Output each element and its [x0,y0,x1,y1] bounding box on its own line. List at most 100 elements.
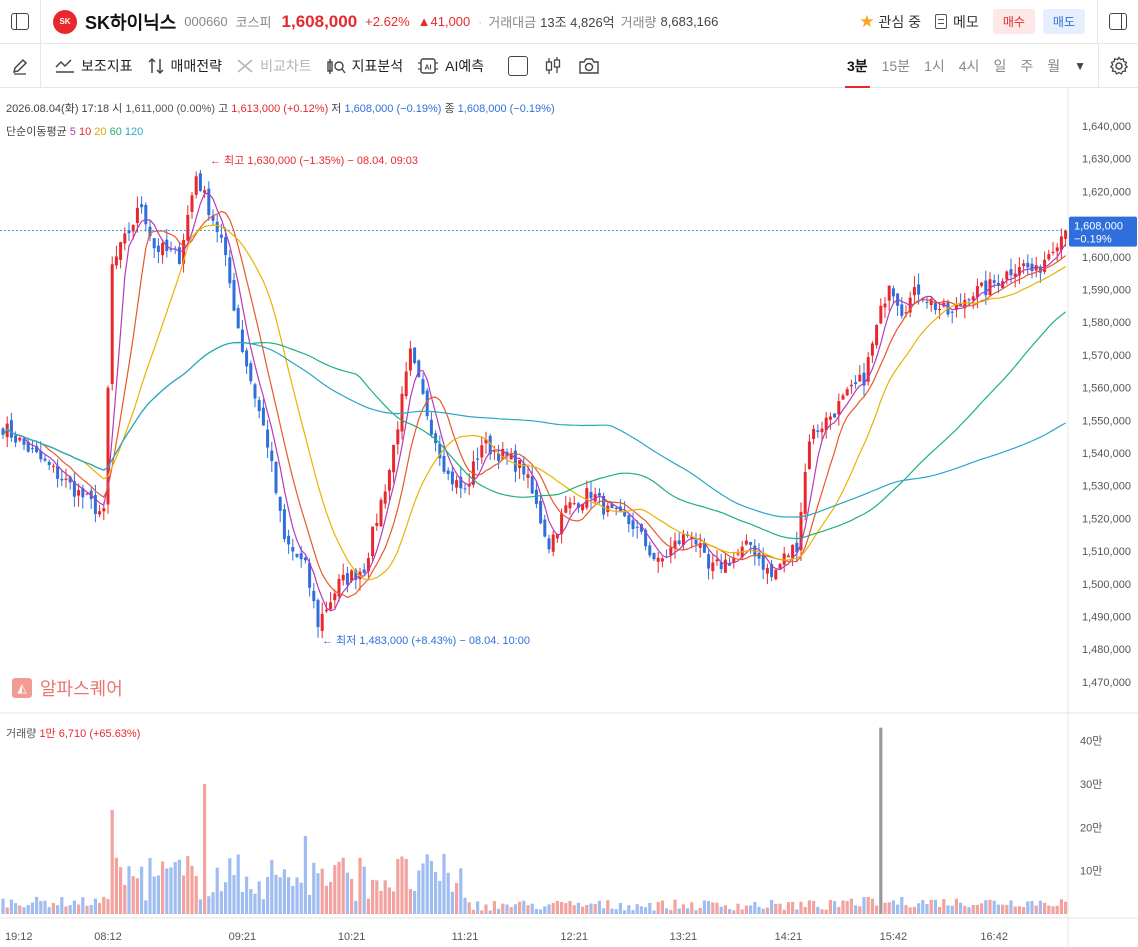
volume-bar [765,907,769,914]
settings-button[interactable] [1098,43,1138,88]
volume-bar [933,899,937,914]
timeframe-week-tab[interactable]: 주 [1020,57,1034,74]
candle-body [732,557,736,564]
candle-body [513,450,517,472]
candle-body [421,379,425,394]
volume-bar [971,904,975,914]
timeframe-month-tab[interactable]: 월 [1047,57,1061,74]
candle-body [215,221,219,233]
time-tick-label: 10:21 [338,931,366,943]
volume-bar [240,891,244,914]
volume-bar [471,909,475,914]
buy-button[interactable]: 매수 [992,9,1035,34]
volume-bar [673,899,677,914]
volume-bar [438,880,442,914]
candle-body [1030,263,1034,272]
candle-body [72,481,76,497]
candle-body [5,423,9,438]
candle-body [644,530,648,547]
chart-area[interactable]: 1,640,0001,630,0001,620,0001,610,0001,60… [0,88,1138,947]
volume-bar [992,900,996,914]
high-annotation: ← 최고 1,630,000 (−1.35%) − 08.04. 09:03 [210,155,418,167]
candle-body [291,546,295,552]
candle-body [648,545,652,556]
indicators-button[interactable]: 보조지표 [55,56,133,76]
candle-body [93,495,97,514]
volume-bar [589,903,593,914]
volume-bar [257,881,261,914]
candle-body [26,441,30,452]
volume-bar [547,904,551,914]
candle-body [341,574,345,581]
volume-bar [379,890,383,914]
memo-label: 메모 [953,13,979,30]
volume-bar [753,901,757,914]
price-chart[interactable]: 1,640,0001,630,0001,620,0001,610,0001,60… [0,88,1138,947]
ma60-line [2,311,1066,540]
timeframe-1hour-tab[interactable]: 1시 [924,57,945,74]
volume-bar [18,905,22,914]
candle-body [530,476,534,494]
volume-bar [43,900,47,914]
sell-button[interactable]: 매도 [1042,9,1085,34]
candle-body [828,416,832,420]
square-tool-icon[interactable] [508,55,529,76]
candle-body [463,488,467,490]
strategy-button[interactable]: 매매전략 [147,56,222,76]
candle-body [673,540,677,549]
candle-body [597,493,601,496]
volume-bar [568,901,572,914]
volume-bar [102,896,106,914]
timeframe-3min-tab[interactable]: 3분 [845,44,870,88]
left-panel-toggle-button[interactable] [0,0,40,44]
timeframe-4hour-tab[interactable]: 4시 [958,57,980,74]
candle-body [572,503,576,505]
volume-bar [106,899,110,914]
candle-body [837,401,841,415]
volume-bar [467,902,471,914]
timeframe-day-tab[interactable]: 일 [993,57,1007,74]
volume-bar [757,906,761,914]
chart-toolbar: 보조지표 매매전략 비교차트 지표분석 AI [0,43,1138,88]
memo-button[interactable]: 메모 [935,12,979,32]
candle-body [375,522,379,526]
volume-bar [144,900,148,914]
volume-bar [211,892,215,914]
candle-body [509,454,513,460]
volume-bar [690,902,694,914]
candle-style-button[interactable] [544,56,562,76]
ai-forecast-button[interactable]: AI AI예측 [417,56,484,76]
candle-body [501,448,505,460]
candle-body [299,553,303,560]
time-tick-label: 11:21 [452,931,479,943]
volume-bar [1017,906,1021,914]
candle-body [854,382,858,384]
volume-bar [9,899,13,914]
candle-body [891,288,895,297]
candle-body [1,428,5,436]
volume-bar [459,868,463,914]
current-price-tag [1069,216,1137,247]
ma120-line [2,341,1066,518]
volume-bar [114,857,118,914]
screenshot-button[interactable] [578,57,600,75]
right-panel-toggle-button[interactable] [1098,0,1138,44]
volume-bar [1022,907,1026,914]
candle-body [749,542,753,545]
candle-body [287,535,291,545]
volume-bar [576,902,580,914]
volume-bar [539,909,543,914]
drawing-tool-button[interactable] [0,44,40,88]
volume-bar [904,905,908,914]
volume-panel-title: 거래량 [6,728,37,740]
chevron-down-icon[interactable]: ▼ [1074,58,1086,73]
volume-bar [140,866,144,914]
compare-chart-button[interactable]: 비교차트 [236,56,312,76]
timeframe-15min-tab[interactable]: 15분 [881,57,911,74]
candle-body [119,242,123,260]
candle-body [770,564,774,577]
watchlist-button[interactable]: ★ 관심 중 [859,12,921,32]
volume-bar [81,897,85,914]
indicator-analysis-button[interactable]: 지표분석 [326,56,403,76]
candle-body [526,474,530,478]
